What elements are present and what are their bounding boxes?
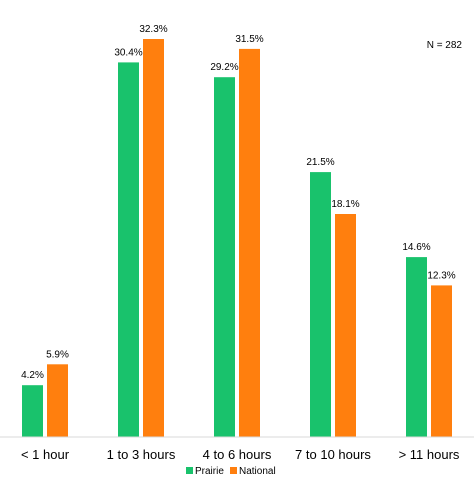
category-label: > 11 hours — [399, 447, 460, 462]
legend: Prairie National — [186, 466, 276, 477]
legend-label-national: National — [239, 466, 276, 477]
bar-prairie — [118, 62, 139, 438]
bar-national — [239, 48, 260, 438]
data-label-national: 12.3% — [427, 270, 455, 281]
bars-group — [22, 39, 452, 438]
sample-size-note: N = 282 — [427, 40, 463, 51]
category-labels-group: < 1 hour 1 to 3 hours 4 to 6 hours 7 to 10 … — [21, 447, 460, 462]
bar-prairie — [22, 385, 43, 437]
data-label-prairie: 30.4% — [114, 47, 142, 58]
bar-national — [143, 39, 164, 437]
bar-national — [335, 214, 356, 437]
data-label-prairie: 14.6% — [402, 242, 430, 253]
category-label: < 1 hour — [21, 447, 70, 462]
data-label-national: 32.3% — [139, 24, 167, 35]
category-label: 7 to 10 hours — [295, 447, 371, 462]
data-label-prairie: 29.2% — [210, 62, 238, 73]
data-label-national: 5.9% — [46, 349, 69, 360]
data-label-prairie: 4.2% — [21, 370, 44, 381]
category-label: 4 to 6 hours — [203, 447, 272, 462]
bar-prairie — [310, 172, 331, 437]
bar-national — [47, 364, 68, 437]
bar-prairie — [214, 77, 235, 437]
data-label-prairie: 21.5% — [306, 157, 334, 168]
data-label-national: 18.1% — [331, 199, 359, 210]
category-label: 1 to 3 hours — [107, 447, 176, 462]
legend-swatch-national — [230, 467, 237, 474]
bar-prairie — [406, 257, 427, 437]
legend-label-prairie: Prairie — [195, 466, 224, 477]
data-labels-group: 4.2%5.9% 30.4% 32.3% 29.2% 31.5% 21.5% 18.1% 14… — [21, 24, 456, 381]
legend-swatch-prairie — [186, 467, 193, 474]
data-label-national: 31.5% — [235, 34, 263, 45]
bar-national — [431, 285, 452, 437]
